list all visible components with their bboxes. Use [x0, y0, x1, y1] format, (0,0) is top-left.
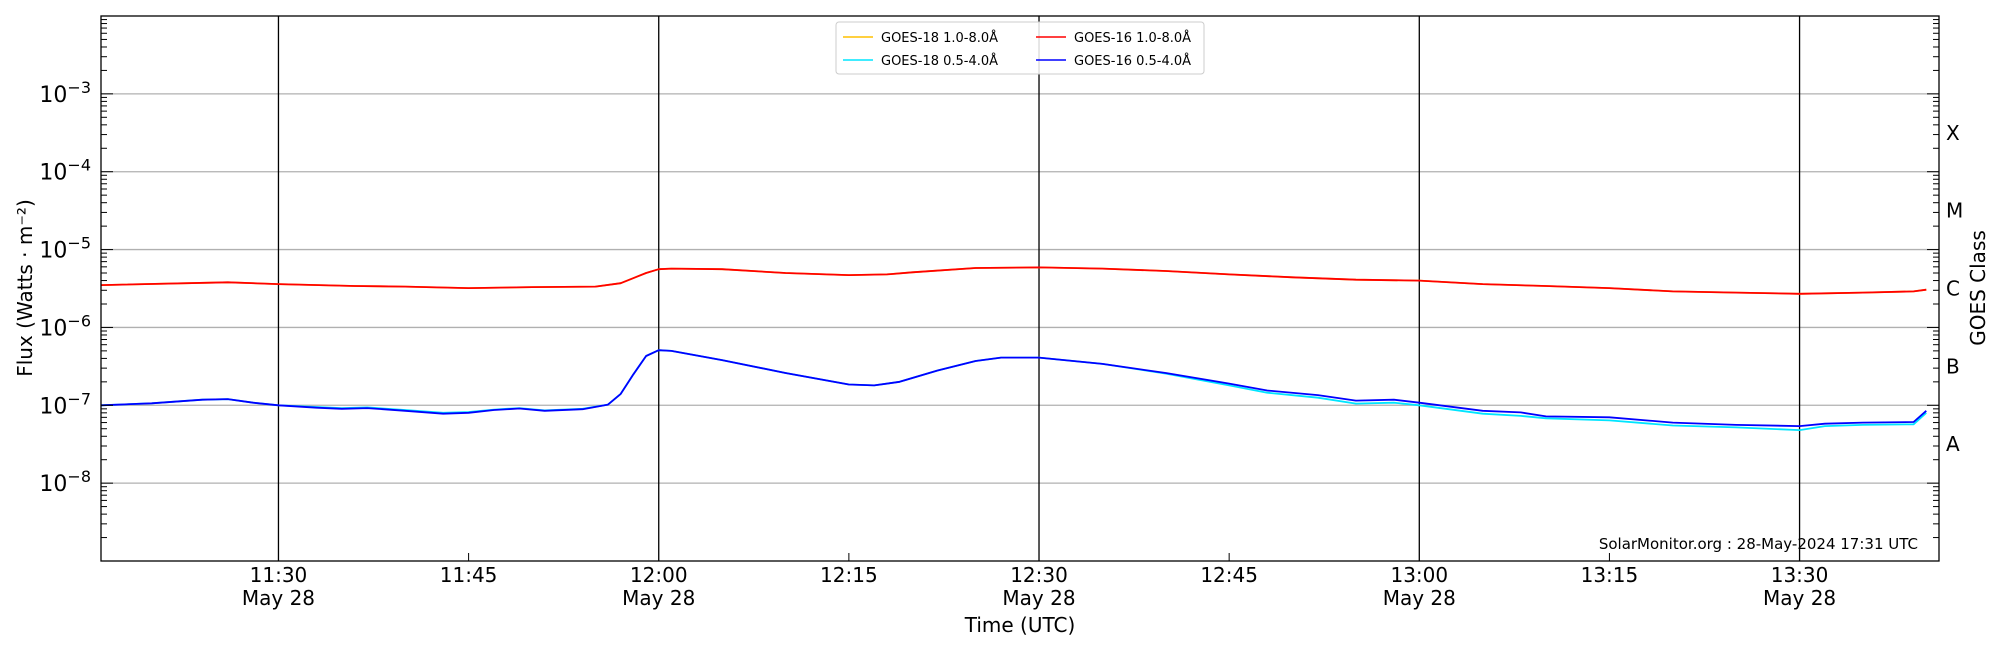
- series-line-3: [100, 349, 1927, 428]
- x-tick-date-label: May 28: [1002, 586, 1075, 610]
- goes-class-label-c: C: [1946, 277, 1960, 301]
- major-time-lines: [277, 16, 1801, 561]
- legend-entry: GOES-18 1.0-8.0Å: [881, 30, 998, 46]
- y-axis-label: Flux (Watts · m⁻²): [13, 199, 37, 377]
- x-tick-label: 12:00: [630, 563, 688, 587]
- goes-class-label-m: M: [1946, 199, 1963, 223]
- source-annotation: SolarMonitor.org : 28-May-2024 17:31 UTC: [1599, 535, 1918, 553]
- legend: GOES-18 1.0-8.0Å GOES-18 0.5-4.0Å GOES-16 …: [835, 21, 1205, 75]
- series-line-2: [100, 266, 1927, 295]
- x-tick-label: 11:45: [440, 563, 498, 587]
- goes-class-label-b: B: [1946, 354, 1960, 378]
- y-tick-label: 10−7: [39, 389, 91, 419]
- series-lines: [100, 266, 1927, 432]
- y-tick-label: 10−6: [39, 311, 91, 341]
- goes-class-label-x: X: [1946, 121, 1960, 145]
- x-tick-label: 11:30: [250, 563, 308, 587]
- x-axis-label: Time (UTC): [964, 613, 1076, 637]
- legend-entry: GOES-18 0.5-4.0Å: [881, 53, 998, 69]
- y-tick-label: 10−5: [39, 234, 91, 264]
- x-tick-label: 13:30: [1771, 563, 1829, 587]
- x-tick-label: 13:15: [1581, 563, 1639, 587]
- goes-class-axis: X M C B A: [1927, 15, 1963, 562]
- x-tick-label: 12:15: [820, 563, 878, 587]
- x-tick-label: 12:45: [1200, 563, 1258, 587]
- grid: [101, 93, 1939, 484]
- legend-box: [835, 21, 1205, 75]
- goes-class-axis-label: GOES Class: [1966, 230, 1990, 346]
- x-tick-date-label: May 28: [242, 586, 315, 610]
- y-tick-label: 10−3: [39, 78, 91, 108]
- y-axis: 10−8 10−7 10−6 10−5 10−4 10−3: [39, 15, 113, 562]
- x-tick-date-label: May 28: [1383, 586, 1456, 610]
- x-tick-date-label: May 28: [622, 586, 695, 610]
- goes-class-label-a: A: [1946, 432, 1960, 456]
- series-line-1: [100, 349, 1927, 432]
- legend-entry: GOES-16 1.0-8.0Å: [1074, 30, 1191, 46]
- x-tick-date-label: May 28: [1763, 586, 1836, 610]
- x-tick-label: 12:30: [1010, 563, 1068, 587]
- plot-frame: [100, 15, 1940, 562]
- x-tick-label: 13:00: [1390, 563, 1448, 587]
- y-tick-label: 10−8: [39, 467, 91, 497]
- legend-entry: GOES-16 0.5-4.0Å: [1074, 53, 1191, 69]
- y-tick-label: 10−4: [39, 156, 91, 186]
